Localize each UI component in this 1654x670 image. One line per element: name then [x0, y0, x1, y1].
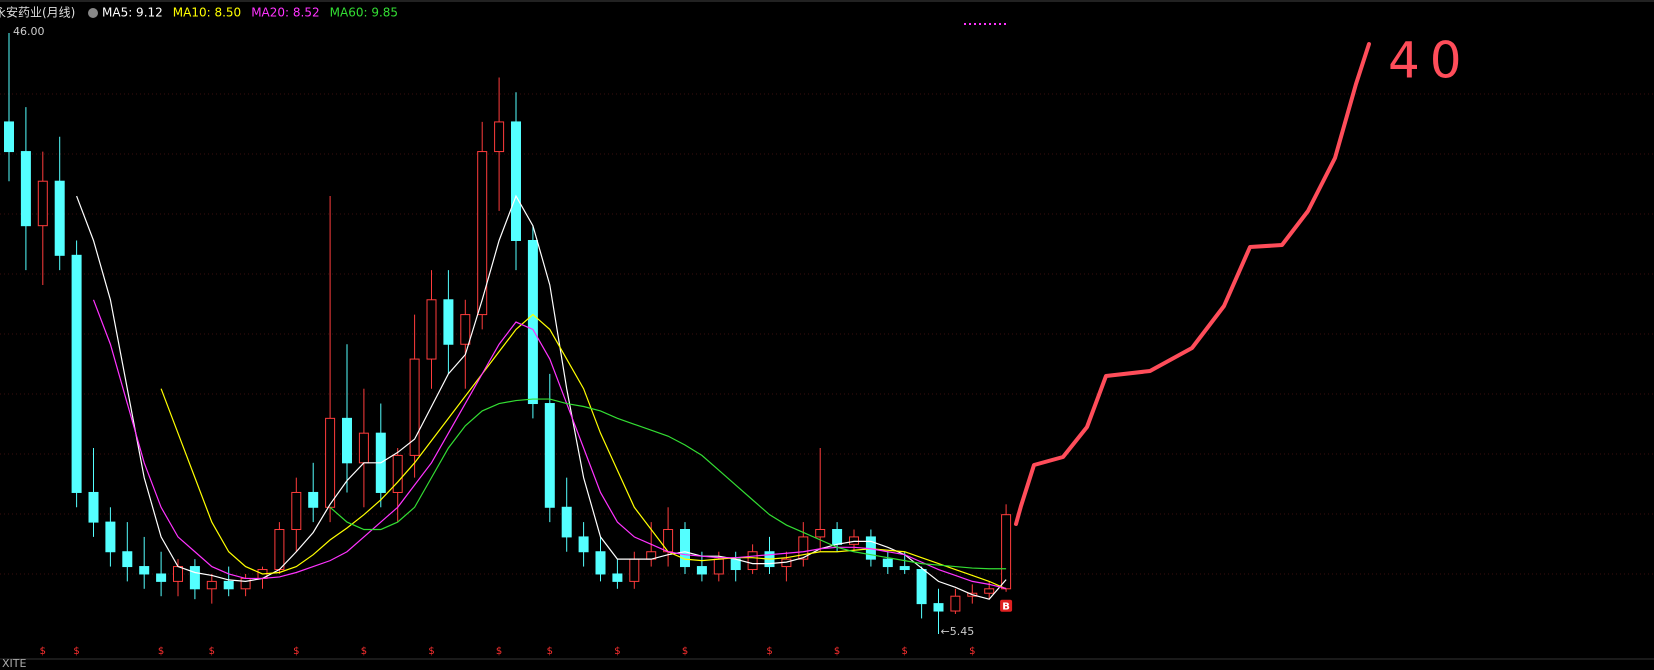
hand-drawn-curve [1014, 42, 1371, 526]
buy-label: B [1002, 601, 1010, 612]
dividend-mark: $ [614, 646, 620, 657]
candle-body [443, 299, 454, 345]
dividend-mark: $ [361, 646, 367, 657]
candle-body [747, 551, 758, 571]
candle-body [20, 151, 31, 227]
dividend-mark: $ [293, 646, 299, 657]
candle-body [1001, 514, 1012, 590]
dividend-mark: $ [73, 646, 79, 657]
candle-body [950, 595, 961, 612]
dividend-mark: $ [209, 646, 215, 657]
chart-title: 永安药业(月线) [0, 5, 75, 20]
ma-line [160, 313, 1007, 590]
candle-body [409, 358, 420, 456]
candle-body [156, 573, 167, 582]
candle-body [899, 566, 910, 571]
candle-body [325, 417, 336, 508]
candle-body [561, 506, 572, 538]
dividend-mark: $ [682, 646, 688, 657]
candle-body [984, 588, 995, 594]
dividend-mark: $ [496, 646, 502, 657]
candle-body [849, 536, 859, 545]
candle-body [696, 566, 707, 575]
candle-body [105, 521, 116, 553]
dividend-mark: $ [902, 646, 908, 657]
dividend-mark: $ [547, 646, 553, 657]
candle-body [730, 558, 741, 571]
candle-body [4, 121, 14, 153]
candle-body [460, 314, 471, 345]
max-label: 46.00 [13, 25, 45, 38]
candle-body [933, 603, 944, 612]
dividend-mark: $ [766, 646, 772, 657]
candle-body [815, 529, 826, 538]
dividend-mark: $ [158, 646, 164, 657]
min-label: ←5.45 [941, 625, 975, 638]
candle-body [71, 254, 82, 493]
ma-line [92, 299, 1007, 590]
candle-body [223, 580, 234, 590]
legend-entry: MA60: 9.85 [330, 6, 398, 20]
candle-body [173, 566, 183, 582]
legend-entry: MA5: 9.12 [102, 6, 163, 20]
settings-icon[interactable] [88, 8, 98, 18]
candle-body [713, 558, 724, 575]
candle-body [477, 151, 488, 316]
candle-body [308, 491, 319, 508]
legend-entry: MA10: 8.50 [173, 6, 241, 20]
dividend-mark: $ [40, 646, 46, 657]
candle-body [358, 432, 369, 464]
candle-body [832, 529, 843, 545]
candle-body [54, 180, 65, 256]
candle-body [139, 566, 150, 575]
buy-badge [1000, 599, 1013, 612]
candle-body [189, 566, 200, 590]
candle-body [680, 529, 690, 568]
candle-body [612, 573, 623, 582]
dividend-mark: $ [834, 646, 840, 657]
candle-body [798, 536, 809, 560]
candle-body [291, 491, 302, 531]
candle-body [882, 558, 893, 568]
candle-body [206, 580, 217, 590]
candle-body [122, 551, 133, 568]
candle-body [88, 491, 99, 523]
candle-body [274, 529, 285, 571]
candle-body [37, 180, 48, 227]
dividend-mark: $ [428, 646, 434, 657]
candle-body [511, 121, 521, 241]
candle-body [392, 454, 403, 493]
ma-line [76, 194, 1007, 600]
legend-entry: MA20: 8.52 [251, 6, 319, 20]
candle-body [544, 403, 555, 508]
candle-body [494, 121, 505, 153]
candle-body [578, 536, 589, 553]
candle-body [595, 551, 606, 575]
hand-annotation: 40 [1388, 32, 1472, 90]
candle-body [240, 577, 251, 590]
candle-body [629, 558, 640, 582]
candle-body [916, 569, 927, 605]
candle-body [342, 417, 352, 464]
candle-body [527, 239, 538, 405]
bottom-label: XITE [2, 657, 26, 670]
dividend-mark: $ [969, 646, 975, 657]
candle-body [426, 299, 437, 360]
ma-line [329, 398, 1007, 570]
